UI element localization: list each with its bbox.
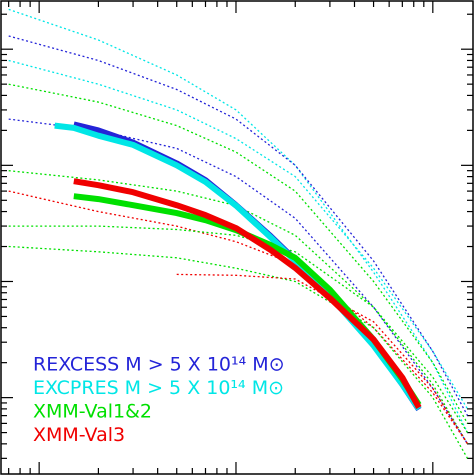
individual-profile [8, 59, 469, 410]
legend-label: EXCPRES M > 5 X 10¹⁴ M⊙ [33, 377, 284, 399]
individual-profile [8, 83, 469, 424]
individual-profile [8, 8, 469, 433]
legend-label: XMM-Val3 [33, 424, 125, 446]
individual-profile [8, 35, 469, 416]
mean-profile [54, 122, 422, 411]
individual-profile [8, 190, 469, 445]
mean-profile [73, 178, 422, 410]
legend-label: REXCESS M > 5 X 10¹⁴ M⊙ [33, 354, 285, 376]
legend-label: XMM-Val1&2 [33, 401, 152, 423]
